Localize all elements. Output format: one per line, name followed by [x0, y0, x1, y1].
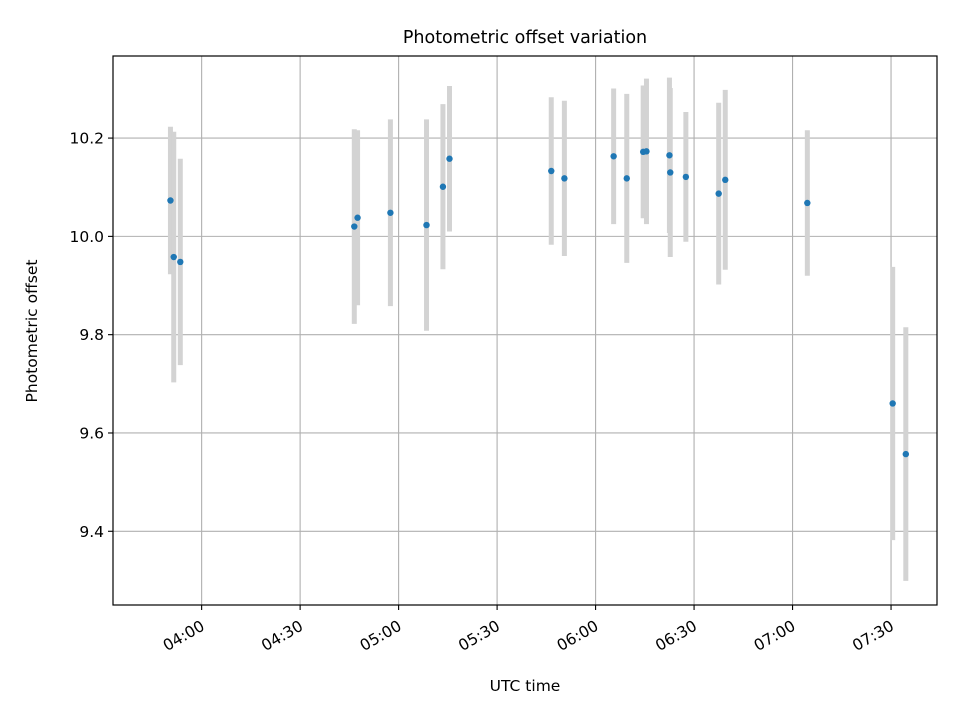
data-point [423, 221, 430, 229]
data-point [446, 155, 453, 162]
y-axis-label: Photometric offset [23, 260, 41, 403]
data-point [167, 197, 174, 204]
grid-lines [113, 56, 937, 605]
data-point [666, 152, 673, 159]
y-tick-label: 9.8 [79, 326, 104, 344]
y-tick-label: 10.0 [69, 228, 104, 246]
data-point [170, 253, 177, 261]
data-point [889, 400, 896, 407]
y-tick-label: 9.6 [79, 424, 104, 442]
plot-frame [112, 55, 938, 606]
data-point [351, 223, 358, 230]
data-point [177, 258, 184, 266]
chart-title: Photometric offset variation [403, 28, 647, 48]
data-point [682, 173, 690, 181]
data-point [722, 176, 729, 184]
data-point [439, 183, 447, 190]
data-point [643, 148, 650, 155]
data-point [804, 199, 811, 207]
data-point [354, 214, 361, 221]
data-point [902, 450, 910, 458]
data-point [623, 175, 630, 182]
data-point [548, 167, 555, 175]
y-axis: 9.4 9.6 9.8 10.0 10.2 [69, 130, 113, 541]
data-points [167, 148, 910, 458]
y-tick-label: 10.2 [69, 130, 104, 148]
data-point [387, 209, 394, 216]
data-point [667, 169, 674, 176]
data-point [561, 175, 568, 182]
x-axis-label: UTC time [490, 677, 561, 695]
y-tick-label: 9.4 [79, 523, 104, 541]
data-point [610, 153, 617, 160]
data-point [715, 190, 722, 197]
